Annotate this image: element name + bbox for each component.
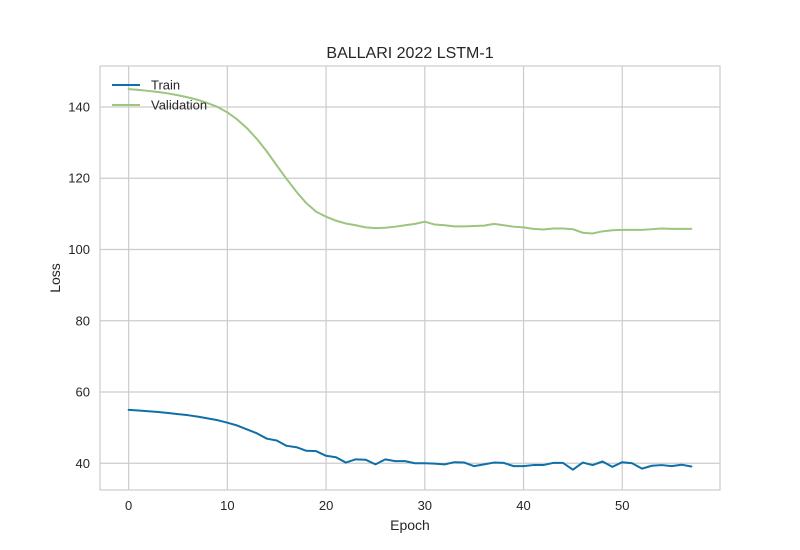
y-axis-ticks: 40 60 80 100 120 140 [68,99,90,470]
x-tick-label: 30 [418,498,432,513]
x-axis-label: Epoch [390,517,430,533]
x-tick-label: 50 [615,498,629,513]
plot-frame [99,65,721,491]
y-tick-label: 60 [76,385,90,400]
legend: Train Validation [112,78,207,113]
x-tick-label: 10 [220,498,234,513]
chart-title: BALLARI 2022 LSTM-1 [326,45,493,62]
y-axis-label: Loss [47,263,63,293]
series-line-validation [127,88,693,235]
legend-label-train: Train [151,78,180,93]
series-lines [127,88,693,471]
y-tick-label: 80 [76,313,90,328]
y-tick-label: 100 [68,242,90,257]
x-tick-label: 0 [125,498,132,513]
x-tick-label: 40 [516,498,530,513]
y-tick-label: 140 [68,99,90,114]
series-line-train [127,408,693,471]
x-axis-ticks: 0 10 20 30 40 50 [125,498,629,513]
y-tick-label: 40 [76,456,90,471]
y-tick-label: 120 [68,171,90,186]
legend-label-validation: Validation [151,98,207,113]
x-tick-label: 20 [319,498,333,513]
gridlines [100,66,720,490]
plot-area [100,66,720,490]
